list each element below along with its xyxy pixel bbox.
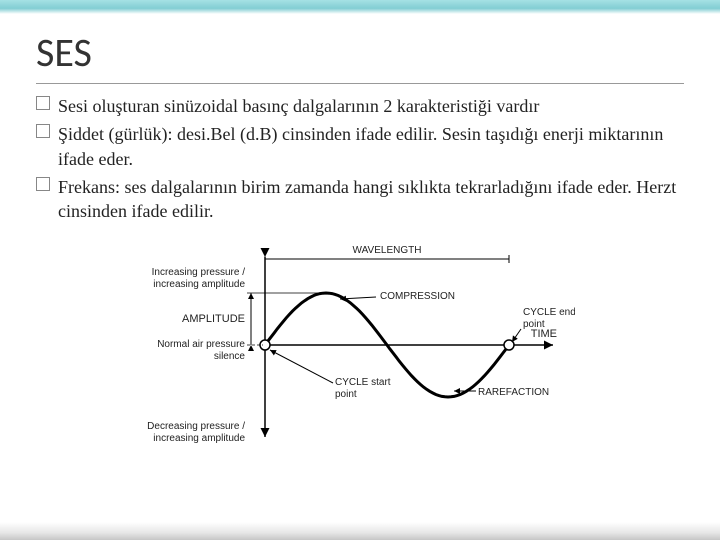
svg-text:increasing amplitude: increasing amplitude [153, 279, 245, 290]
bullet-item: Şiddet (gürlük): desi.Bel (d.B) cinsinde… [36, 122, 684, 171]
title-underline [36, 83, 684, 84]
bullet-item: Sesi oluşturan sinüzoidal basınç dalgala… [36, 94, 684, 118]
sine-wave-diagram: WAVELENGTH AMPLITUDE COMPRESSION RAREFACTIO… [145, 237, 575, 455]
page-title: SES [36, 28, 684, 77]
bullet-item: Frekans: ses dalgalarının birim zamanda … [36, 175, 684, 224]
svg-text:CYCLE start: CYCLE start [335, 377, 391, 388]
slide: SES Sesi oluşturan sinüzoidal basınç dal… [0, 0, 720, 540]
wave-svg: WAVELENGTH AMPLITUDE COMPRESSION RAREFACTIO… [145, 237, 575, 455]
svg-text:point: point [335, 389, 357, 400]
svg-text:AMPLITUDE: AMPLITUDE [182, 313, 245, 325]
bullet-marker-icon [36, 124, 50, 138]
svg-text:WAVELENGTH: WAVELENGTH [353, 245, 422, 256]
bullet-list: Sesi oluşturan sinüzoidal basınç dalgala… [36, 94, 684, 223]
svg-text:CYCLE end: CYCLE end [523, 307, 575, 318]
bullet-marker-icon [36, 96, 50, 110]
bullet-text: Sesi oluşturan sinüzoidal basınç dalgala… [58, 96, 539, 116]
svg-text:Increasing pressure /: Increasing pressure / [152, 267, 246, 278]
svg-text:RAREFACTION: RAREFACTION [478, 387, 549, 398]
svg-text:Decreasing pressure /: Decreasing pressure / [147, 421, 245, 432]
bullet-text: Şiddet (gürlük): desi.Bel (d.B) cinsinde… [58, 124, 663, 168]
svg-text:increasing amplitude: increasing amplitude [153, 433, 245, 444]
svg-text:Normal air pressure: Normal air pressure [157, 339, 245, 350]
svg-text:COMPRESSION: COMPRESSION [380, 291, 455, 302]
svg-text:point: point [523, 319, 545, 330]
bullet-text: Frekans: ses dalgalarının birim zamanda … [58, 177, 676, 221]
svg-text:silence: silence [214, 351, 246, 362]
bullet-marker-icon [36, 177, 50, 191]
